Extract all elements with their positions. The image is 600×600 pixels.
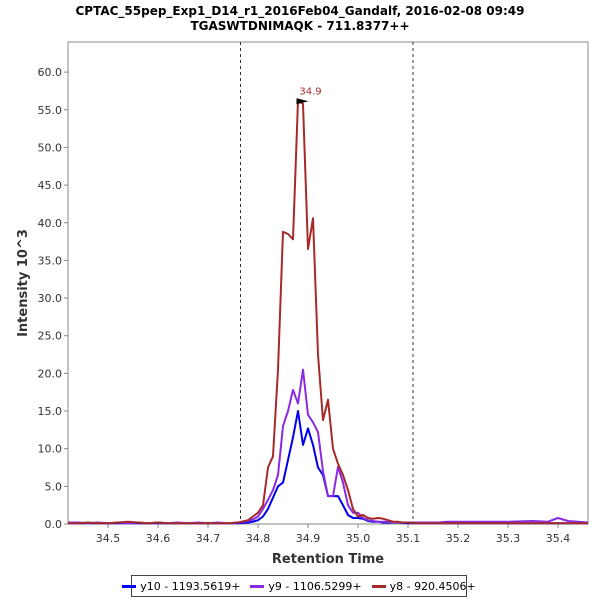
legend-label: y8 - 920.4506+ bbox=[389, 579, 476, 593]
chart-subtitle: TGASWTDNIMAQK - 711.8377++ bbox=[190, 19, 409, 33]
x-tick-label: 34.7 bbox=[196, 532, 221, 545]
legend-item: y8 - 920.4506+ bbox=[371, 579, 476, 593]
y-axis-label: Intensity 10^3 bbox=[16, 229, 31, 337]
x-tick-label: 35.4 bbox=[546, 532, 571, 545]
y-tick-label: 55.0 bbox=[38, 104, 63, 117]
legend-swatch bbox=[250, 584, 265, 588]
peak-marker bbox=[296, 98, 309, 105]
legend-swatch bbox=[371, 584, 386, 588]
y-tick-label: 10.0 bbox=[38, 443, 63, 456]
y-tick-label: 25.0 bbox=[38, 330, 63, 343]
x-tick-label: 34.8 bbox=[246, 532, 271, 545]
peak-label: 34.9 bbox=[299, 86, 321, 97]
series-lines bbox=[68, 99, 589, 525]
series-line-3 bbox=[68, 99, 588, 525]
legend-label: y9 - 1106.5299+ bbox=[268, 579, 362, 593]
integration-boundaries bbox=[240, 42, 414, 524]
legend: y10 - 1193.5619+ y9 - 1106.5299+ y8 - 920.… bbox=[122, 575, 476, 597]
y-tick-label: 0.0 bbox=[45, 518, 63, 531]
x-tick-label: 35.0 bbox=[346, 532, 371, 545]
x-axis: 34.5 34.6 34.7 34.8 34.9 35.0 35.1 35.2 35.3 35.4 bbox=[96, 524, 571, 545]
legend-swatch bbox=[122, 584, 137, 588]
x-axis-label: Retention Time bbox=[272, 552, 384, 567]
legend-label: y10 - 1193.5619+ bbox=[140, 579, 241, 593]
y-tick-label: 20.0 bbox=[38, 367, 63, 380]
x-tick-label: 35.1 bbox=[396, 532, 421, 545]
y-axis: 0.0 5.0 10.0 15.0 20.0 25.0 30.0 35.0 40.0 45.0 50… bbox=[38, 66, 68, 531]
x-tick-label: 34.9 bbox=[296, 532, 321, 545]
y-tick-label: 30.0 bbox=[38, 292, 63, 305]
y-tick-label: 15.0 bbox=[38, 405, 63, 418]
chart-title: CPTAC_55pep_Exp1_D14_r1_2016Feb04_Gandal… bbox=[75, 4, 524, 19]
x-tick-label: 34.5 bbox=[96, 532, 121, 545]
y-tick-label: 40.0 bbox=[38, 217, 63, 230]
legend-item: y9 - 1106.5299+ bbox=[250, 579, 362, 593]
x-tick-label: 35.3 bbox=[496, 532, 521, 545]
x-tick-label: 35.2 bbox=[446, 532, 471, 545]
x-tick-label: 34.6 bbox=[146, 532, 171, 545]
plot-area bbox=[67, 41, 589, 525]
y-tick-label: 45.0 bbox=[38, 179, 63, 192]
y-tick-label: 35.0 bbox=[38, 254, 63, 267]
legend-item: y10 - 1193.5619+ bbox=[122, 580, 240, 593]
y-tick-label: 60.0 bbox=[38, 66, 63, 79]
y-tick-label: 5.0 bbox=[45, 480, 63, 493]
annotations: 34.9 bbox=[296, 86, 322, 105]
y-tick-label: 50.0 bbox=[38, 141, 63, 154]
